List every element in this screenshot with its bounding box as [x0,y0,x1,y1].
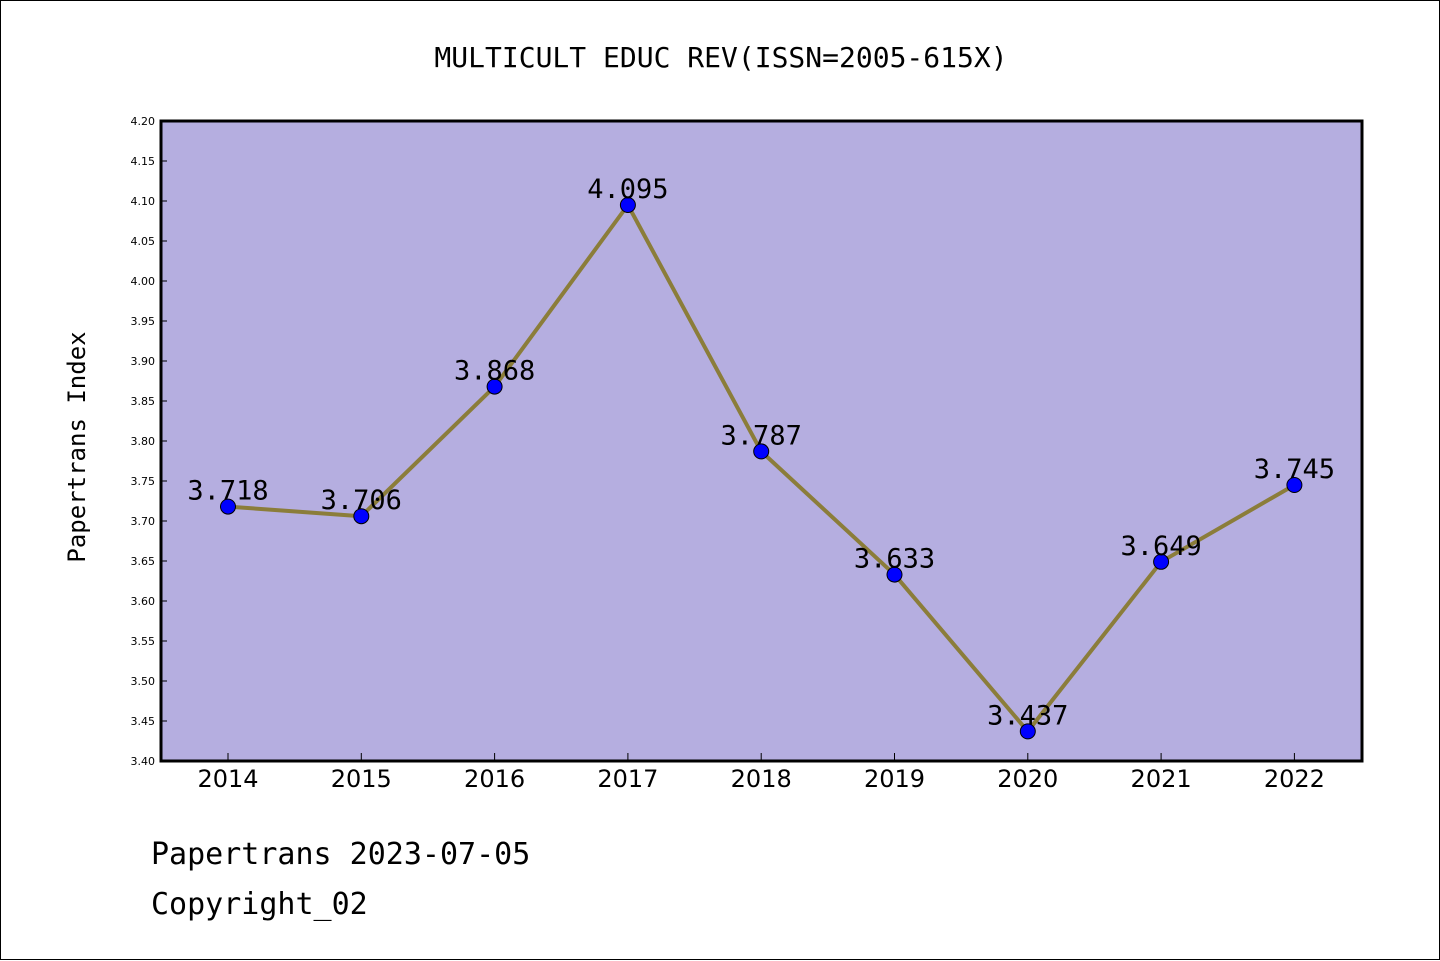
x-tick-label: 2019 [864,765,925,793]
y-tick-label: 3.90 [131,355,156,368]
data-label: 3.706 [321,485,402,516]
y-tick-label: 4.15 [131,155,156,168]
data-point [486,378,503,395]
data-point [1153,553,1170,570]
data-point [619,197,636,213]
x-tick-label: 2020 [997,765,1058,793]
y-tick-label: 3.95 [131,315,156,328]
x-tick-label: 2015 [331,765,392,793]
series-line-group: 3.718 3.706 3.868 4.095 3.787 3.633 3.437 3.649… [187,174,1335,740]
x-tick-label: 2022 [1264,765,1325,793]
x-tick-label: 2014 [197,765,258,793]
y-axis: 3.40 3.45 3.50 3.55 3.60 3.65 3.70 3.75 3.80 3.85… [131,115,167,768]
y-tick-label: 4.05 [131,235,156,248]
data-label: 3.633 [854,544,935,575]
data-label: 3.745 [1254,454,1335,485]
x-tick-label: 2016 [464,765,525,793]
data-point [220,498,236,515]
data-label: 3.718 [187,476,268,507]
y-tick-label: 3.65 [131,555,156,568]
x-axis: 2014 2015 2016 2017 2018 2019 2020 2021 2022 [197,753,1325,793]
y-tick-label: 3.45 [131,715,156,728]
data-label: 3.868 [454,356,535,387]
data-label: 3.649 [1120,531,1201,562]
y-tick-label: 3.75 [131,475,156,488]
data-label: 4.095 [587,174,668,205]
data-label: 3.787 [721,420,802,451]
y-tick-label: 3.40 [131,755,156,768]
y-tick-label: 3.70 [131,515,156,528]
data-point [1019,723,1036,740]
data-point [886,566,903,583]
data-point [753,443,770,460]
y-tick-label: 3.60 [131,595,156,608]
y-tick-label: 3.50 [131,675,156,688]
y-tick-label: 4.00 [131,275,156,288]
x-tick-label: 2021 [1131,765,1192,793]
footer-date: Papertrans 2023-07-05 [151,837,531,872]
y-tick-label: 4.10 [131,195,156,208]
x-tick-label: 2017 [597,765,658,793]
y-tick-label: 3.55 [131,635,156,648]
y-tick-label: 3.80 [131,435,156,448]
data-label: 3.437 [987,700,1068,731]
chart-title: MULTICULT EDUC REV(ISSN=2005-615X) [434,41,1007,74]
y-tick-label: 3.85 [131,395,156,408]
y-axis-label: Papertrans Index [63,331,91,562]
y-tick-label: 4.20 [131,115,156,128]
x-tick-label: 2018 [731,765,792,793]
footer-copyright: Copyright_02 [151,887,368,922]
plot-area [159,119,1364,763]
data-point [353,508,370,525]
data-point [1286,477,1303,493]
